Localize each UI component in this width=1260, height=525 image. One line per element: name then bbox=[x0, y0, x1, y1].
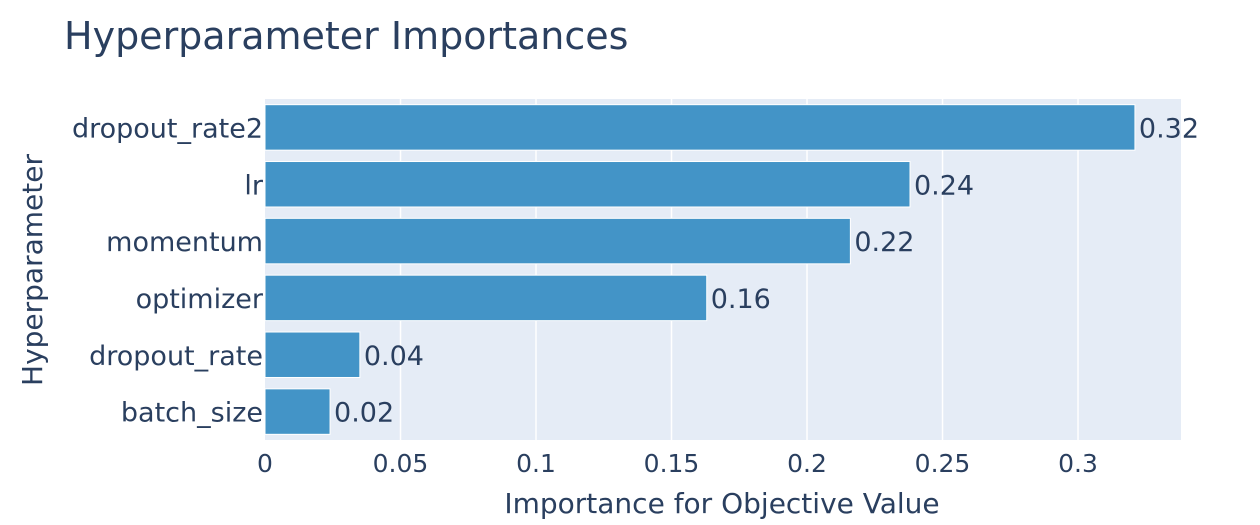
y-tick-label: batch_size bbox=[121, 398, 263, 429]
data-label: 0.22 bbox=[854, 227, 914, 258]
x-axis-title: Importance for Objective Value bbox=[504, 487, 939, 520]
x-tick-label: 0.3 bbox=[1058, 449, 1098, 478]
bars bbox=[264, 104, 1136, 435]
y-tick-label: dropout_rate2 bbox=[72, 113, 263, 144]
gridlines bbox=[399, 99, 1079, 440]
bar-lr bbox=[264, 161, 911, 208]
bar-momentum bbox=[264, 217, 851, 265]
y-tick-label: optimizer bbox=[136, 284, 264, 315]
x-tick-label: 0.15 bbox=[644, 449, 700, 478]
y-tick-label: dropout_rate bbox=[89, 341, 263, 372]
data-label: 0.16 bbox=[711, 284, 771, 315]
bar-optimizer bbox=[264, 274, 708, 322]
y-axis-title: Hyperparameter bbox=[16, 154, 49, 386]
x-tick-label: 0.05 bbox=[373, 449, 429, 478]
bar-batch-size bbox=[264, 388, 331, 435]
data-label: 0.04 bbox=[364, 341, 424, 372]
data-labels: 0.32 0.240.22 0.16 0.04 0.02 bbox=[334, 113, 1199, 428]
y-tick-label: momentum bbox=[106, 227, 263, 258]
chart-title: Hyperparameter Importances bbox=[64, 14, 629, 58]
x-tick-label: 0.2 bbox=[787, 449, 827, 478]
x-tick-label: 0.25 bbox=[915, 449, 971, 478]
x-tick-label: 0 bbox=[257, 449, 273, 478]
bar-dropout-rate2 bbox=[264, 104, 1136, 151]
y-tick-label: lr bbox=[244, 170, 264, 201]
bar-dropout-rate bbox=[264, 331, 361, 378]
x-tick-label: 0.1 bbox=[516, 449, 556, 478]
data-label: 0.02 bbox=[334, 398, 394, 429]
x-tick-labels: 0 0.05 0.1 0.15 0.2 0.25 0.3 bbox=[257, 449, 1098, 478]
data-label: 0.24 bbox=[914, 170, 974, 201]
data-label: 0.32 bbox=[1139, 113, 1199, 144]
plot-area bbox=[265, 99, 1181, 440]
